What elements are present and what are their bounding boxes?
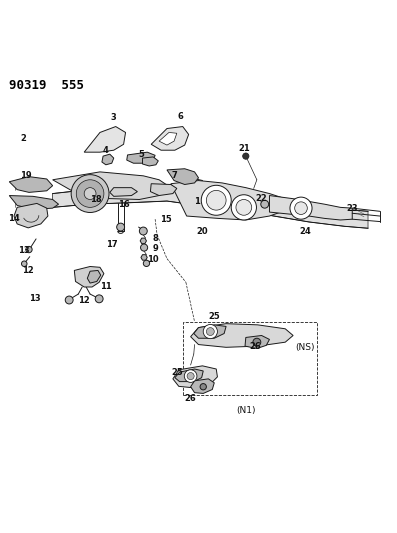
Text: 3: 3	[111, 113, 117, 122]
Polygon shape	[191, 324, 293, 348]
Polygon shape	[245, 335, 270, 349]
Circle shape	[21, 261, 27, 266]
Circle shape	[261, 200, 269, 208]
Text: 16: 16	[118, 200, 129, 209]
Text: 9: 9	[152, 244, 158, 253]
Polygon shape	[194, 325, 226, 338]
Polygon shape	[84, 126, 125, 152]
Text: 7: 7	[172, 171, 178, 180]
Circle shape	[139, 227, 147, 235]
Polygon shape	[270, 196, 352, 220]
Polygon shape	[74, 266, 104, 287]
Text: 17: 17	[106, 240, 118, 249]
Polygon shape	[159, 133, 177, 145]
Circle shape	[231, 195, 256, 220]
Circle shape	[187, 373, 194, 379]
Polygon shape	[9, 176, 53, 192]
Text: 19: 19	[20, 171, 32, 180]
Text: 5: 5	[139, 150, 144, 159]
Polygon shape	[175, 369, 203, 382]
Text: 18: 18	[90, 195, 102, 204]
Text: (N1): (N1)	[236, 406, 255, 415]
Circle shape	[206, 328, 214, 335]
Bar	[183, 322, 317, 394]
Circle shape	[184, 370, 197, 382]
Text: 90319  555: 90319 555	[9, 79, 84, 92]
Text: 26: 26	[185, 394, 197, 403]
Text: 1: 1	[194, 197, 199, 206]
Circle shape	[203, 325, 218, 338]
Text: 14: 14	[8, 214, 20, 223]
Circle shape	[76, 180, 104, 207]
Circle shape	[65, 296, 73, 304]
Text: 25: 25	[171, 368, 183, 377]
Polygon shape	[140, 238, 146, 244]
Polygon shape	[151, 126, 189, 150]
Polygon shape	[127, 152, 155, 163]
Text: 8: 8	[152, 233, 158, 243]
Polygon shape	[53, 172, 171, 199]
Polygon shape	[173, 366, 218, 388]
Circle shape	[253, 338, 261, 346]
Text: 12: 12	[78, 295, 90, 304]
Circle shape	[141, 244, 148, 251]
Polygon shape	[143, 157, 158, 166]
Text: 4: 4	[103, 146, 109, 155]
Polygon shape	[167, 169, 198, 184]
Text: 21: 21	[238, 144, 250, 153]
Polygon shape	[53, 185, 368, 228]
Circle shape	[290, 197, 312, 219]
Text: 12: 12	[22, 266, 34, 275]
Circle shape	[201, 185, 231, 215]
Text: (NS): (NS)	[295, 343, 314, 352]
Text: 15: 15	[160, 215, 172, 224]
Polygon shape	[102, 154, 114, 165]
Circle shape	[200, 384, 206, 390]
Circle shape	[84, 188, 96, 199]
Polygon shape	[110, 188, 137, 196]
Text: 25: 25	[208, 312, 220, 321]
Text: 6: 6	[178, 112, 184, 121]
Polygon shape	[87, 270, 101, 283]
Text: 20: 20	[197, 227, 208, 236]
Text: 22: 22	[256, 194, 268, 203]
Polygon shape	[191, 379, 214, 393]
Text: 11: 11	[100, 282, 112, 290]
Text: 10: 10	[147, 255, 159, 264]
Text: 2: 2	[20, 134, 26, 143]
Circle shape	[295, 202, 307, 214]
Polygon shape	[14, 204, 48, 228]
Circle shape	[26, 246, 32, 253]
Polygon shape	[150, 184, 177, 196]
Circle shape	[143, 260, 150, 266]
Text: 26: 26	[250, 342, 262, 351]
Text: 13: 13	[29, 294, 41, 303]
Circle shape	[206, 190, 226, 210]
Text: 24: 24	[299, 227, 311, 236]
Circle shape	[117, 223, 125, 231]
Text: 13: 13	[18, 246, 30, 255]
Circle shape	[236, 199, 252, 215]
Circle shape	[243, 153, 249, 159]
Circle shape	[71, 175, 109, 213]
Text: 23: 23	[347, 204, 358, 213]
Circle shape	[95, 295, 103, 303]
Polygon shape	[9, 196, 58, 209]
Polygon shape	[171, 181, 285, 220]
Polygon shape	[141, 255, 147, 260]
